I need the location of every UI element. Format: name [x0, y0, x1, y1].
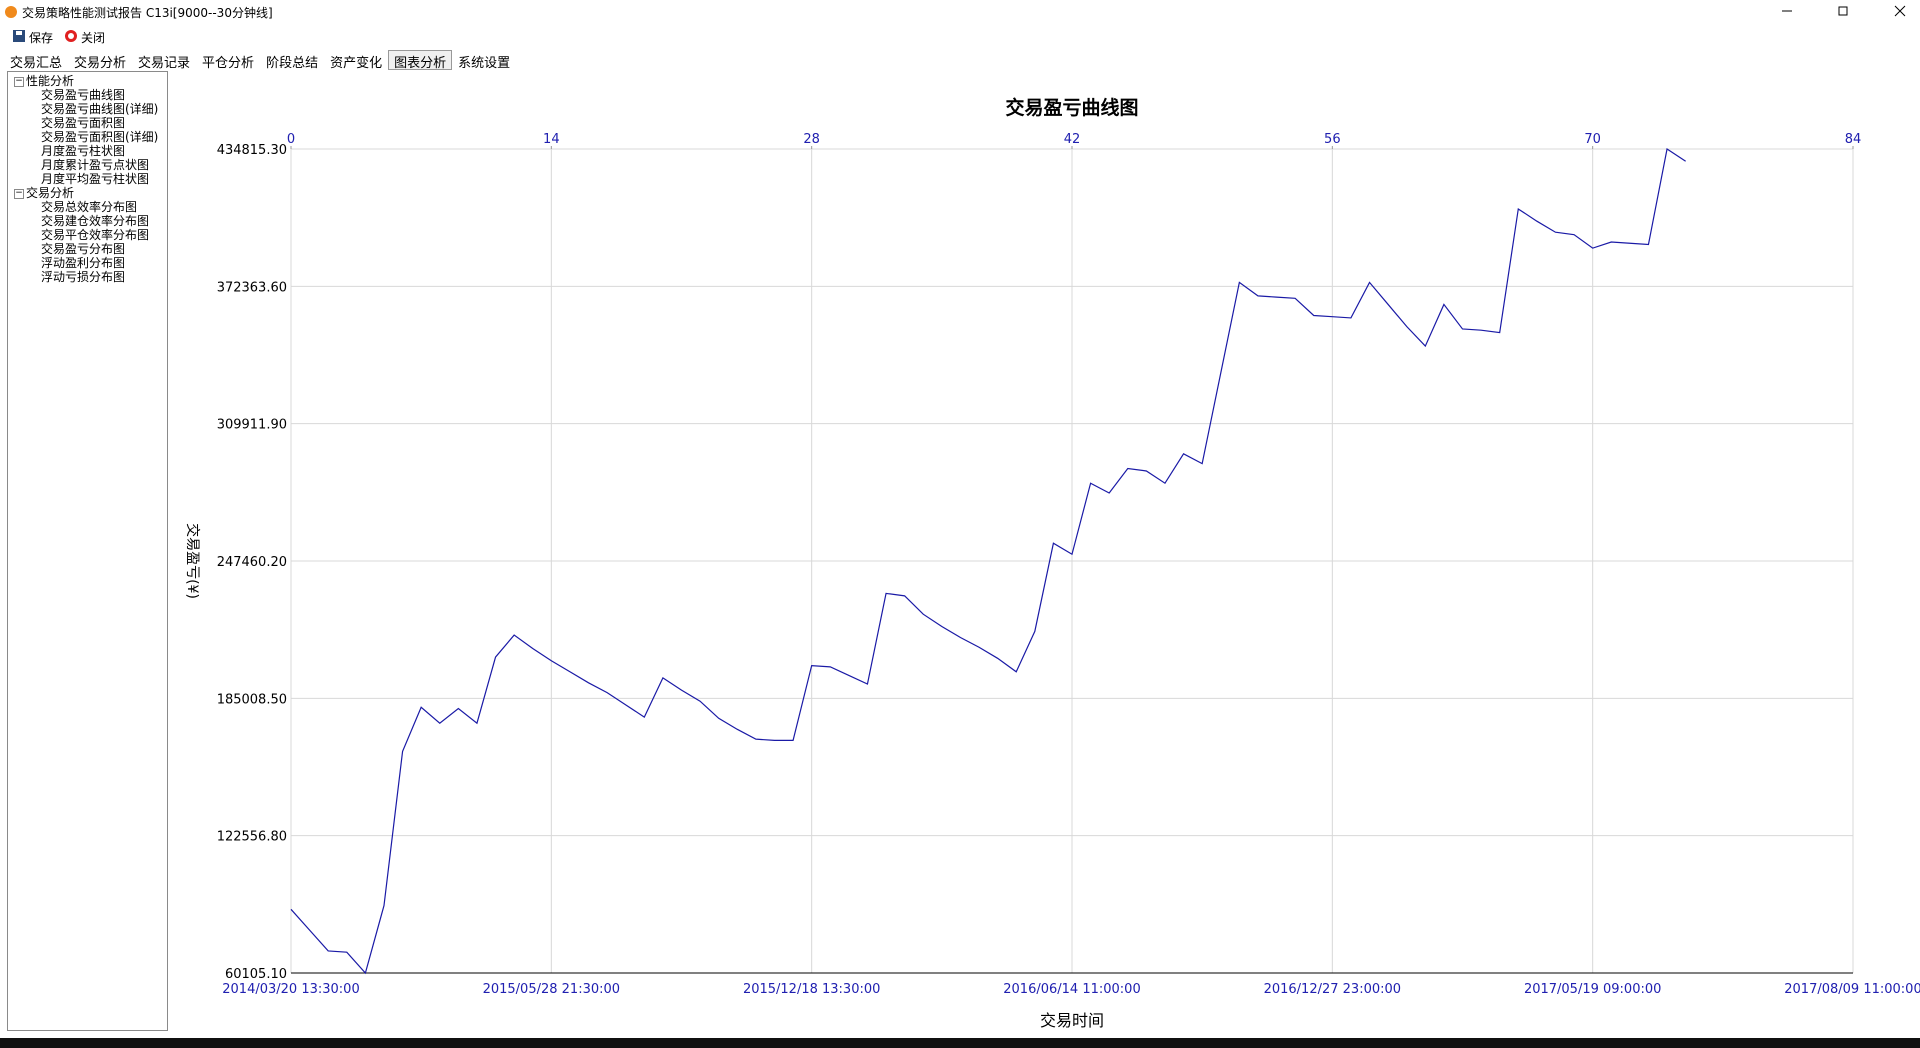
tab[interactable]: 阶段总结 [266, 56, 319, 71]
x2-tick-label: 42 [1064, 132, 1081, 147]
window-title: 交易策略性能测试报告 C13i[9000--30分钟线] [22, 6, 273, 20]
x-tick-label: 2017/08/09 11:00:00 [1784, 982, 1920, 997]
chart-title: 交易盈亏曲线图 [1005, 96, 1138, 119]
x2-tick-label: 70 [1584, 132, 1601, 147]
tree-item[interactable]: 浮动亏损分布图 [41, 270, 126, 284]
collapse-box[interactable]: − [14, 187, 24, 199]
y-tick-label: 185008.50 [217, 692, 287, 707]
y-tick-label: 60105.10 [225, 967, 287, 982]
tree-item[interactable]: 月度累计盈亏点状图 [41, 158, 150, 172]
tree-item[interactable]: 交易盈亏曲线图(详细) [41, 102, 159, 116]
tree-group-label: 交易分析 [26, 186, 75, 200]
restore[interactable] [1838, 6, 1848, 16]
y-tick-label: 372363.60 [217, 280, 287, 295]
x-tick-label: 2016/06/14 11:00:00 [1003, 982, 1140, 997]
app-icon [5, 6, 17, 18]
tab[interactable]: 交易记录 [138, 56, 191, 71]
title-bar: 交易策略性能测试报告 C13i[9000--30分钟线] [0, 0, 1920, 24]
tree-item[interactable]: 交易平仓效率分布图 [41, 228, 150, 242]
tree-group[interactable]: − 交易分析 [8, 186, 167, 200]
tab[interactable]: 平仓分析 [202, 56, 255, 71]
tree-item[interactable]: 交易建仓效率分布图 [41, 214, 150, 228]
tree-item[interactable]: 交易盈亏分布图 [41, 242, 126, 256]
x-axis-label: 交易时间 [1040, 1011, 1104, 1030]
x2-tick-label: 56 [1324, 132, 1341, 147]
x2-tick-label: 28 [803, 132, 820, 147]
tree-item[interactable]: 交易盈亏面积图(详细) [41, 130, 159, 144]
y-tick-label: 434815.30 [217, 143, 287, 158]
taskbar [0, 1038, 1920, 1048]
tree-item[interactable]: 交易总效率分布图 [41, 200, 138, 214]
tree-view: − 性能分析 交易盈亏曲线图 交易盈亏曲线图(详细) 交易盈亏面积图 交易盈亏面积图(详细… [7, 71, 168, 1031]
tab[interactable]: 交易汇总 [10, 56, 63, 71]
x-tick-label: 2016/12/27 23:00:00 [1264, 982, 1401, 997]
y-axis-label: 交易盈亏(¥) [184, 523, 201, 599]
line [290, 148, 1686, 975]
toolbar: 保存 关闭 [0, 24, 1920, 50]
x2-tick-label: 0 [287, 132, 295, 147]
tab-strip: 交易汇总 交易分析 交易记录 平仓分析 阶段总结 资产变化 图表分析 系统设置 [4, 50, 516, 71]
x2-tick-label: 84 [1845, 132, 1862, 147]
tab[interactable]: 系统设置 [458, 56, 511, 71]
tree-item[interactable]: 浮动盈利分布图 [41, 256, 126, 270]
close[interactable] [1894, 5, 1906, 17]
x-tick-label: 2015/12/18 13:30:00 [743, 982, 880, 997]
save-button[interactable]: 保存 [29, 31, 54, 45]
collapse-box[interactable]: − [14, 75, 24, 87]
close-icon [65, 30, 77, 42]
x-tick-label: 2014/03/20 13:30:00 [222, 982, 359, 997]
tab[interactable]: 交易分析 [74, 56, 127, 71]
y-tick-label: 309911.90 [217, 418, 287, 433]
x2-tick-label: 14 [543, 132, 560, 147]
save-icon [13, 30, 25, 42]
tree-group-label: 性能分析 [26, 74, 75, 88]
tree-group[interactable]: − 性能分析 [8, 74, 167, 88]
y-tick-label: 122556.80 [217, 830, 287, 845]
tree-item[interactable]: 交易盈亏面积图 [41, 116, 126, 130]
tree-item[interactable]: 月度平均盈亏柱状图 [41, 172, 150, 186]
x-tick-label: 2017/05/19 09:00:00 [1524, 982, 1661, 997]
x-tick-label: 2015/05/28 21:30:00 [483, 982, 620, 997]
tree-item[interactable]: 交易盈亏曲线图 [41, 88, 126, 102]
tab[interactable]: 图表分析 [388, 50, 453, 71]
tab[interactable]: 资产变化 [330, 56, 383, 71]
close-button[interactable]: 关闭 [81, 31, 106, 45]
window-controls [1782, 5, 1906, 17]
y-tick-label: 247460.20 [217, 555, 287, 570]
tree-item[interactable]: 月度盈亏柱状图 [41, 144, 126, 158]
